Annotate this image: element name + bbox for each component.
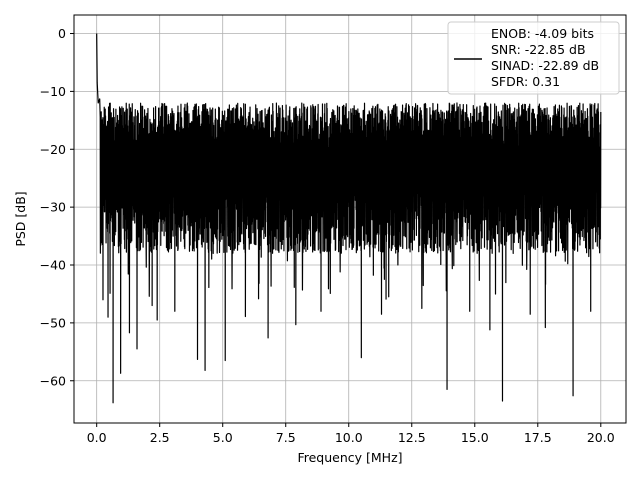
- legend-snr: SNR: -22.85 dB: [491, 42, 586, 57]
- y-tick-label: −40: [40, 258, 66, 273]
- legend-sfdr: SFDR: 0.31: [491, 74, 560, 89]
- x-tick-label: 7.5: [276, 430, 296, 445]
- x-tick-label: 10.0: [335, 430, 363, 445]
- x-tick-label: 15.0: [461, 430, 489, 445]
- legend-sinad: SINAD: -22.89 dB: [491, 58, 599, 73]
- x-axis-ticks: 0.0 2.5 5.0 7.5 10.0 12.5 15.0 17.5 20.0: [87, 423, 615, 445]
- psd-series-line: [96, 33, 602, 404]
- y-axis-ticks: 0 −10 −20 −30 −40 −50 −60: [40, 26, 74, 388]
- x-axis-label: Frequency [MHz]: [297, 450, 402, 465]
- x-tick-label: 17.5: [524, 430, 552, 445]
- y-tick-label: −60: [40, 373, 66, 388]
- x-tick-label: 12.5: [398, 430, 426, 445]
- y-tick-label: 0: [58, 26, 66, 41]
- y-tick-label: −20: [40, 142, 66, 157]
- y-axis-label: PSD [dB]: [13, 191, 28, 246]
- axes-frame: [73, 14, 627, 424]
- legend-enob: ENOB: -4.09 bits: [491, 26, 594, 41]
- legend-box: [447, 21, 620, 95]
- x-tick-label: 5.0: [213, 430, 233, 445]
- x-tick-label: 0.0: [87, 430, 107, 445]
- legend: ENOB: -4.09 bits SNR: -22.85 dB SINAD: -…: [447, 21, 620, 95]
- x-tick-label: 2.5: [150, 430, 170, 445]
- plot-area: [96, 33, 602, 404]
- x-tick-label: 20.0: [587, 430, 615, 445]
- y-tick-label: −50: [40, 315, 66, 330]
- y-tick-label: −10: [40, 84, 66, 99]
- y-tick-label: −30: [40, 200, 66, 215]
